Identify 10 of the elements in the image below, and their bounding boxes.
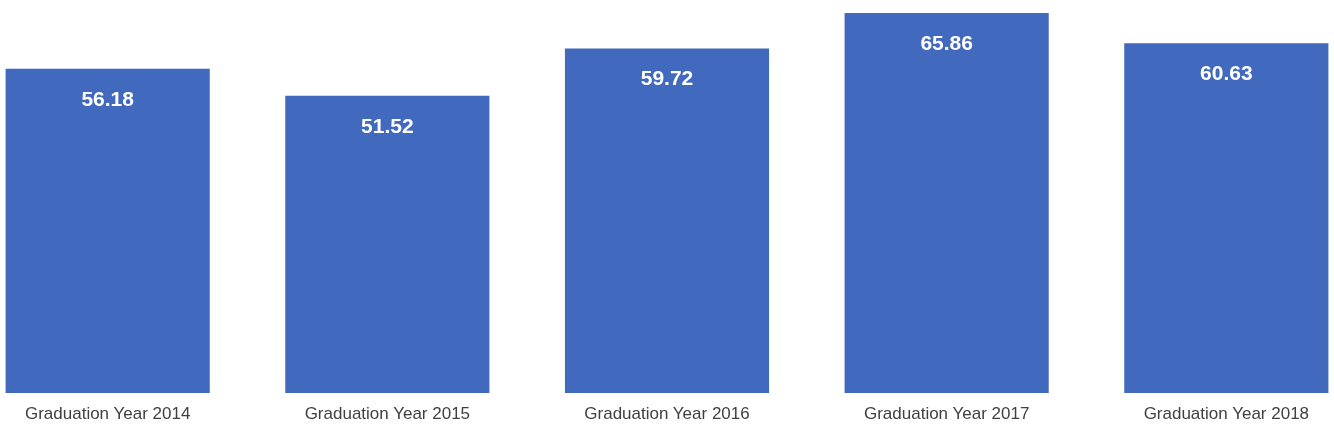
data-label: 51.52 [361,113,414,137]
x-tick-label: Graduation Year 2016 [584,403,750,423]
data-label: 65.86 [920,31,973,54]
data-label: 60.63 [1200,61,1253,85]
x-tick-label: Graduation Year 2015 [304,403,471,423]
data-label: 59.72 [640,66,694,90]
x-tick-label: Graduation Year 2018 [1143,403,1310,423]
x-tick-label: Graduation Year 2014 [24,403,191,423]
x-tick-label: Graduation Year 2017 [863,403,1030,423]
data-label: 56.18 [81,86,135,110]
